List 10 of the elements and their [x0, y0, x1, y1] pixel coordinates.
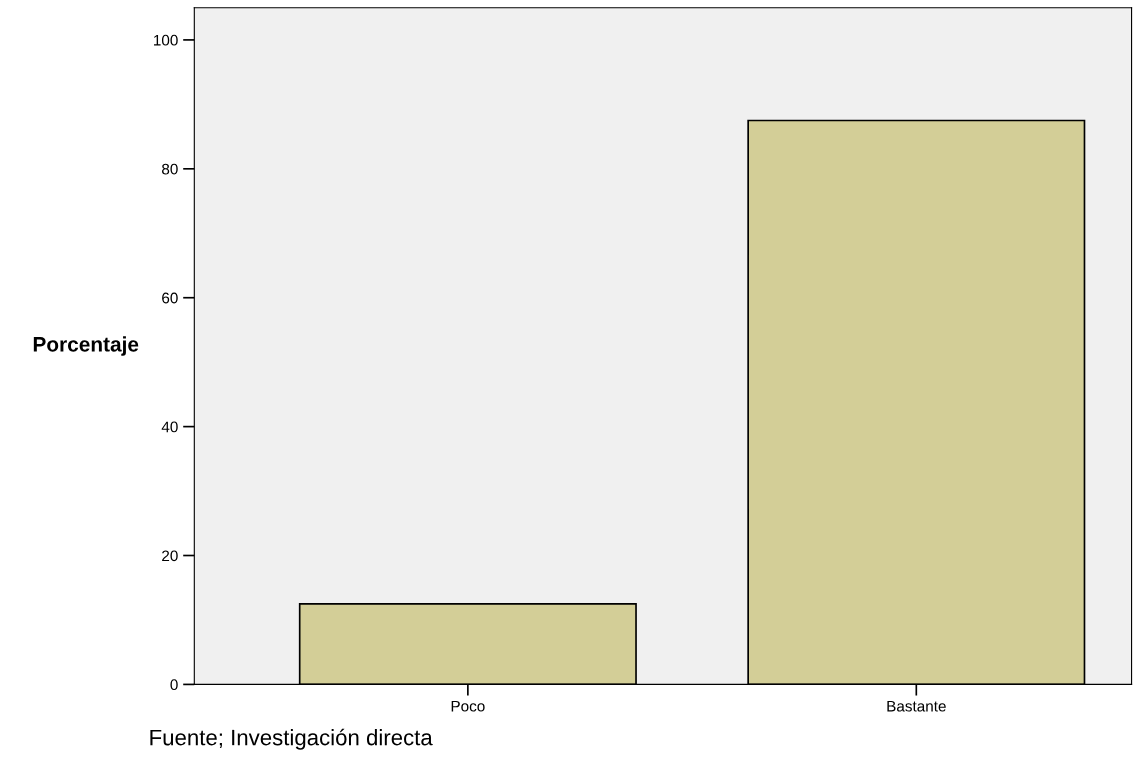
y-tick-label: 60: [162, 292, 178, 304]
y-tick-label: 40: [161, 421, 178, 433]
source-note: Fuente; Investigación directa: [150, 728, 433, 750]
x-tick-label: Bastante: [887, 700, 946, 712]
y-axis-title: Porcentaje: [33, 336, 139, 356]
y-tick-label: 100: [154, 34, 178, 46]
y-tick-label: 20: [162, 550, 178, 562]
y-tick-label: 80: [162, 163, 178, 175]
y-tick-label: 0: [170, 679, 178, 691]
x-tick-label: Poco: [451, 700, 485, 712]
